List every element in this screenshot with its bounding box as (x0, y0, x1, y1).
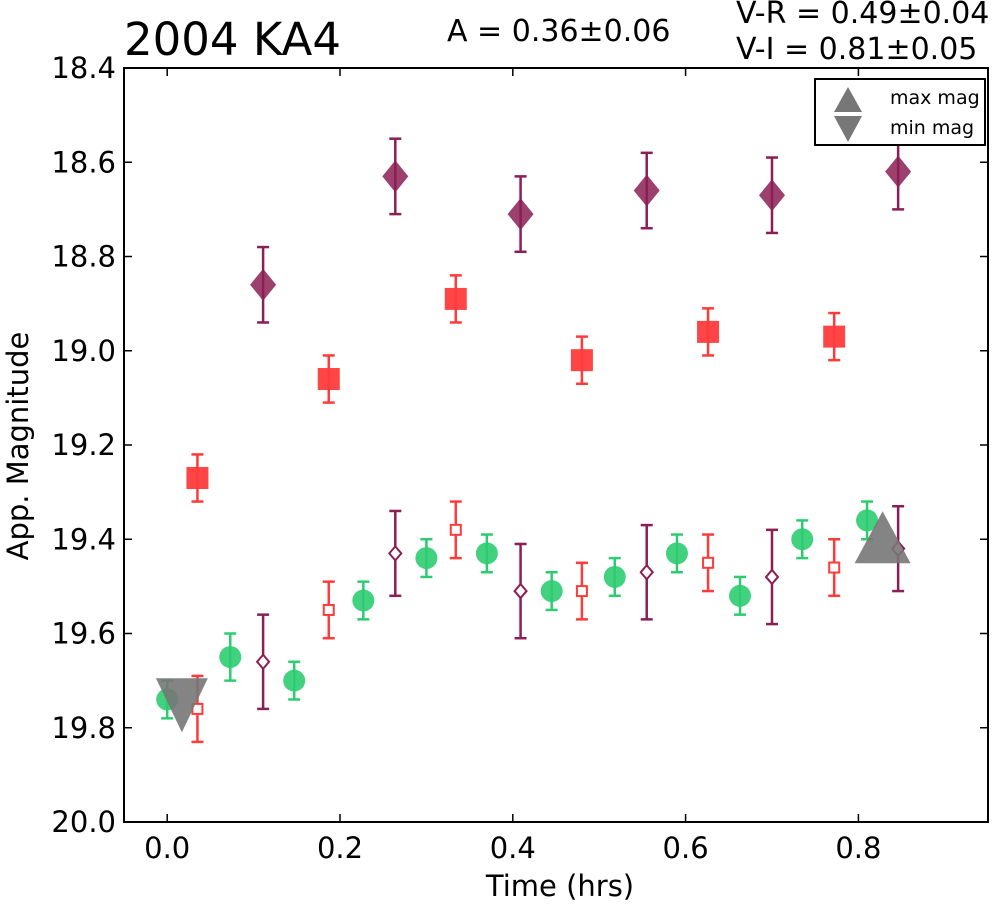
y-tick-label: 19.0 (51, 334, 116, 368)
data-point-diamond (759, 179, 785, 212)
data-point-diamond (885, 155, 912, 188)
v-r-annotation: V-R = 0.49±0.04 (736, 0, 990, 31)
plot-frame (123, 67, 989, 823)
data-point-diamond (633, 174, 660, 207)
data-point-open-square (449, 523, 462, 536)
min-mag-marker (155, 678, 208, 733)
data-point-square (697, 320, 720, 343)
data-point-circle (791, 528, 814, 551)
y-tick-label: 18.6 (51, 145, 116, 179)
data-point-circle (219, 646, 242, 669)
data-point-square (823, 325, 846, 348)
y-tick-label: 19.2 (51, 428, 116, 462)
y-tick-label: 20.0 (51, 805, 116, 839)
data-point-diamond (382, 160, 409, 193)
y-axis-label: App. Magnitude (1, 331, 35, 561)
legend: max mag min mag (814, 78, 986, 146)
data-point-square (186, 466, 209, 489)
data-point-square (570, 349, 593, 372)
data-point-square (444, 287, 467, 310)
x-tick-label: 0.4 (490, 831, 536, 865)
data-point-circle (856, 509, 879, 532)
data-point-open-square (322, 603, 335, 616)
x-axis-label: Time (hrs) (485, 869, 635, 903)
data-point-open-square (575, 585, 588, 598)
legend-label-max-mag: max mag (890, 87, 980, 109)
y-tick-label: 18.8 (51, 240, 116, 274)
data-point-open-diamond (387, 544, 403, 562)
data-point-open-square (828, 561, 841, 574)
x-tick-label: 0.6 (663, 831, 709, 865)
x-tick-label: 0.2 (317, 831, 363, 865)
chart-title: 2004 KA4 (124, 13, 341, 66)
data-point-open-diamond (764, 568, 780, 586)
legend-entry-min-mag: min mag (824, 114, 984, 144)
data-point-circle (475, 542, 498, 565)
legend-entry-max-mag: max mag (824, 84, 984, 114)
y-tick-label: 18.4 (51, 51, 116, 85)
data-point-circle (540, 580, 563, 603)
data-point-circle (415, 547, 438, 570)
max-mag-marker (854, 511, 911, 564)
x-tick-label: 0.0 (144, 831, 190, 865)
data-point-open-diamond (255, 653, 271, 671)
data-point-circle (352, 589, 375, 612)
y-tick-label: 19.8 (51, 711, 116, 745)
x-tick-label: 0.8 (835, 831, 881, 865)
data-point-square (317, 368, 340, 391)
data-point-diamond (250, 268, 277, 301)
data-point-circle (665, 542, 688, 565)
y-tick-label: 19.6 (51, 617, 116, 651)
data-point-circle (283, 669, 306, 692)
v-i-annotation: V-I = 0.81±0.05 (736, 32, 978, 67)
data-point-open-diamond (513, 582, 528, 600)
amplitude-annotation: A = 0.36±0.06 (447, 14, 671, 49)
data-point-circle (603, 565, 626, 588)
legend-label-min-mag: min mag (890, 117, 975, 139)
up-triangle-icon (834, 87, 862, 112)
data-point-open-diamond (639, 563, 655, 581)
down-triangle-icon (834, 116, 862, 142)
data-point-circle (729, 584, 752, 607)
y-tick-label: 19.4 (51, 522, 116, 556)
data-point-open-square (702, 556, 715, 569)
data-point-diamond (507, 198, 534, 231)
